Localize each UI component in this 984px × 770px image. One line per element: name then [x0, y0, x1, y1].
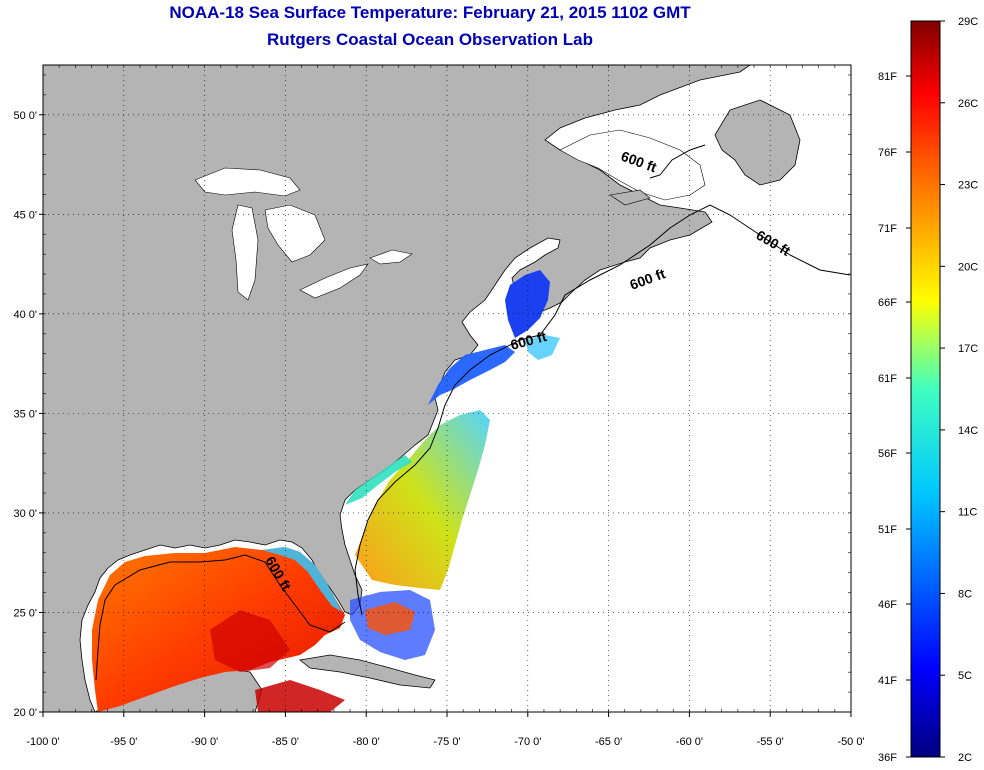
- colorbar-fahrenheit-label: 76F: [878, 147, 897, 159]
- colorbar-celsius-label: 5C: [958, 670, 972, 682]
- lat-tick-label: 35 0': [13, 408, 37, 420]
- newfoundland-land: [714, 99, 801, 186]
- georges-bank-sst: [525, 335, 560, 360]
- gulf-stream-sst: [355, 410, 490, 590]
- gulf-of-st-lawrence: [559, 129, 706, 201]
- gulf-of-maine-cold: [505, 270, 550, 338]
- lon-tick-label: -70 0': [514, 736, 541, 748]
- colorbar-labels: 29C 26C 23C 20C 17C 14C 11C 8C 5C 2C 81F 76F 71F 66F 6…: [878, 16, 978, 764]
- colorbar-fahrenheit-label: 41F: [878, 675, 897, 687]
- colorbar-celsius-label: 29C: [958, 16, 978, 28]
- colorbar-celsius-label: 26C: [958, 98, 978, 110]
- lake-huron: [264, 204, 326, 263]
- colorbar-fahrenheit-label: 51F: [878, 524, 897, 536]
- depth-contour-600ft-newfoundland: [649, 144, 706, 179]
- mid-atlantic-coastal-sst: [428, 345, 515, 405]
- lake-ontario: [369, 249, 413, 265]
- lat-tick-label: 40 0': [13, 309, 37, 321]
- lat-tick-label: 45 0': [13, 209, 37, 221]
- cuba-land: [299, 654, 436, 689]
- colorbar-fahrenheit-label: 56F: [878, 448, 897, 460]
- map-subtitle: Rutgers Coastal Ocean Observation Lab: [267, 30, 593, 49]
- lon-tick-label: -80 0': [353, 736, 380, 748]
- colorbar-celsius-label: 11C: [958, 507, 977, 519]
- lat-tick-label: 20 0': [13, 707, 37, 719]
- depth-contour-600ft: [354, 204, 851, 616]
- map-frame: [42, 64, 852, 713]
- colorbar-celsius-label: 8C: [958, 588, 972, 600]
- coastal-cold-water-carolina: [345, 455, 412, 505]
- lat-tick-label: 30 0': [13, 508, 37, 520]
- lon-tick-label: -60 0': [676, 736, 703, 748]
- lat-tick-label: 25 0': [13, 607, 37, 619]
- lake-superior: [194, 167, 301, 197]
- map-title: NOAA-18 Sea Surface Temperature: Februar…: [169, 3, 691, 22]
- colorbar-fahrenheit-label: 61F: [878, 373, 897, 385]
- lake-michigan: [231, 204, 259, 301]
- lon-tick-label: -50 0': [837, 736, 864, 748]
- gulf-loop-current: [210, 610, 290, 672]
- florida-straits-warm: [365, 602, 415, 635]
- caribbean-warm: [255, 680, 345, 712]
- lon-tick-label: -85 0': [272, 736, 299, 748]
- colorbar-celsius-label: 14C: [958, 425, 978, 437]
- temperature-colorbar: [910, 20, 941, 758]
- lon-tick-label: -90 0': [191, 736, 218, 748]
- colorbar-fahrenheit-label: 46F: [878, 599, 897, 611]
- axis-ticks: -100 0' -95 0' -90 0' -85 0' -80 0' -75 0' -70…: [13, 65, 865, 748]
- lake-erie: [299, 263, 369, 299]
- colorbar-fahrenheit-label: 81F: [878, 71, 897, 83]
- colorbar-fahrenheit-label: 66F: [878, 297, 897, 309]
- lat-tick-label: 50 0': [13, 110, 37, 122]
- north-america-land: [43, 65, 751, 712]
- depth-contour-600ft-gulf: [95, 554, 346, 681]
- gulf-coastal-cool-band: [262, 547, 342, 612]
- colorbar-fahrenheit-label: 36F: [878, 752, 897, 764]
- lon-tick-label: -55 0': [757, 736, 784, 748]
- colorbar-fahrenheit-label: 71F: [878, 223, 897, 235]
- lon-tick-label: -75 0': [433, 736, 460, 748]
- lon-tick-label: -65 0': [595, 736, 622, 748]
- colorbar-celsius-label: 17C: [958, 343, 978, 355]
- colorbar-celsius-label: 23C: [958, 180, 978, 192]
- lon-tick-label: -95 0': [110, 736, 137, 748]
- colorbar-celsius-label: 2C: [958, 752, 972, 764]
- colorbar-celsius-label: 20C: [958, 261, 978, 273]
- prince-edward-island: [609, 189, 651, 206]
- lon-tick-label: -100 0': [26, 736, 59, 748]
